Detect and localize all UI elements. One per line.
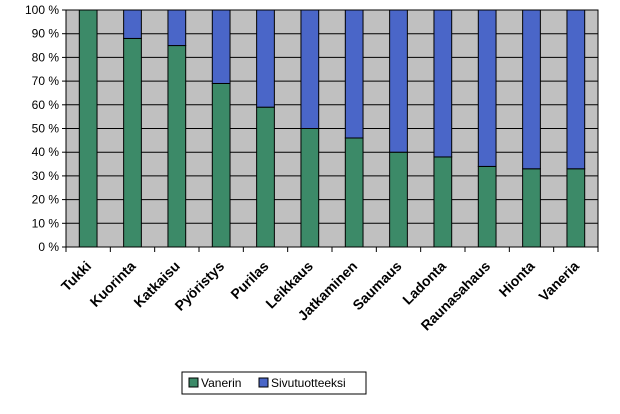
bar-vanerin-2 [123, 37, 142, 248]
bar-sivutuotteeksi-7 [344, 9, 364, 139]
bar-vanerin-5 [256, 106, 275, 248]
legend-frame [181, 371, 367, 395]
bar-sivutuotteeksi-3 [167, 9, 187, 47]
x-tick-label: Saumaus [349, 258, 404, 313]
y-tick-label: 10 % [32, 216, 60, 230]
legend-swatch-sivutuotteeksi [258, 377, 269, 388]
bar-sivutuotteeksi-12 [566, 9, 586, 170]
x-tick-label: Vaneria [535, 258, 582, 305]
y-tick-label: 80 % [32, 50, 60, 64]
bars [78, 9, 586, 248]
bar-sivutuotteeksi-2 [123, 9, 142, 39]
x-tick-label: Tukki [58, 258, 94, 294]
bar-sivutuotteeksi-10 [477, 9, 497, 167]
y-tick-label: 50 % [32, 122, 60, 136]
bar-sivutuotteeksi-8 [389, 9, 408, 153]
y-tick-label: 40 % [32, 145, 60, 159]
bar-vanerin-12 [566, 168, 586, 248]
bar-sivutuotteeksi-11 [522, 9, 541, 170]
bar-vanerin-11 [522, 168, 541, 248]
bar-vanerin-6 [300, 128, 320, 248]
bar-vanerin-7 [344, 137, 364, 248]
y-tick-label: 20 % [32, 193, 60, 207]
bar-vanerin-9 [433, 156, 453, 248]
x-tick-label: Hionta [496, 258, 538, 300]
y-tick-label: 60 % [32, 98, 60, 112]
y-tick-labels: 0 % 10 % 20 % 30 % 40 % 50 % 60 % 70 % 80 % 90 % 1… [25, 3, 66, 254]
y-tick-label: 100 % [25, 3, 59, 17]
bar-vanerin-3 [167, 45, 187, 248]
bar-vanerin-8 [389, 151, 408, 248]
x-tick-label: Kuorinta [87, 258, 139, 310]
bar-sivutuotteeksi-4 [211, 9, 231, 84]
y-tick-label: 90 % [32, 27, 60, 41]
x-tick-label: Purilas [227, 258, 271, 302]
legend-label-sivutuotteeksi: Sivutuotteeksi [271, 376, 346, 390]
legend-label-vanerin: Vanerin [201, 376, 241, 390]
y-tick-label: 0 % [38, 240, 59, 254]
y-tick-label: 30 % [32, 169, 60, 183]
y-tick-label: 70 % [32, 74, 60, 88]
bar-sivutuotteeksi-6 [300, 9, 320, 129]
bar-vanerin-1 [78, 9, 98, 248]
bar-sivutuotteeksi-5 [256, 9, 275, 108]
bar-vanerin-10 [477, 165, 497, 248]
bar-sivutuotteeksi-9 [433, 9, 453, 158]
legend: Vanerin Sivutuotteeksi [181, 371, 367, 395]
legend-swatch-vanerin [188, 377, 199, 388]
bar-vanerin-4 [211, 82, 231, 248]
